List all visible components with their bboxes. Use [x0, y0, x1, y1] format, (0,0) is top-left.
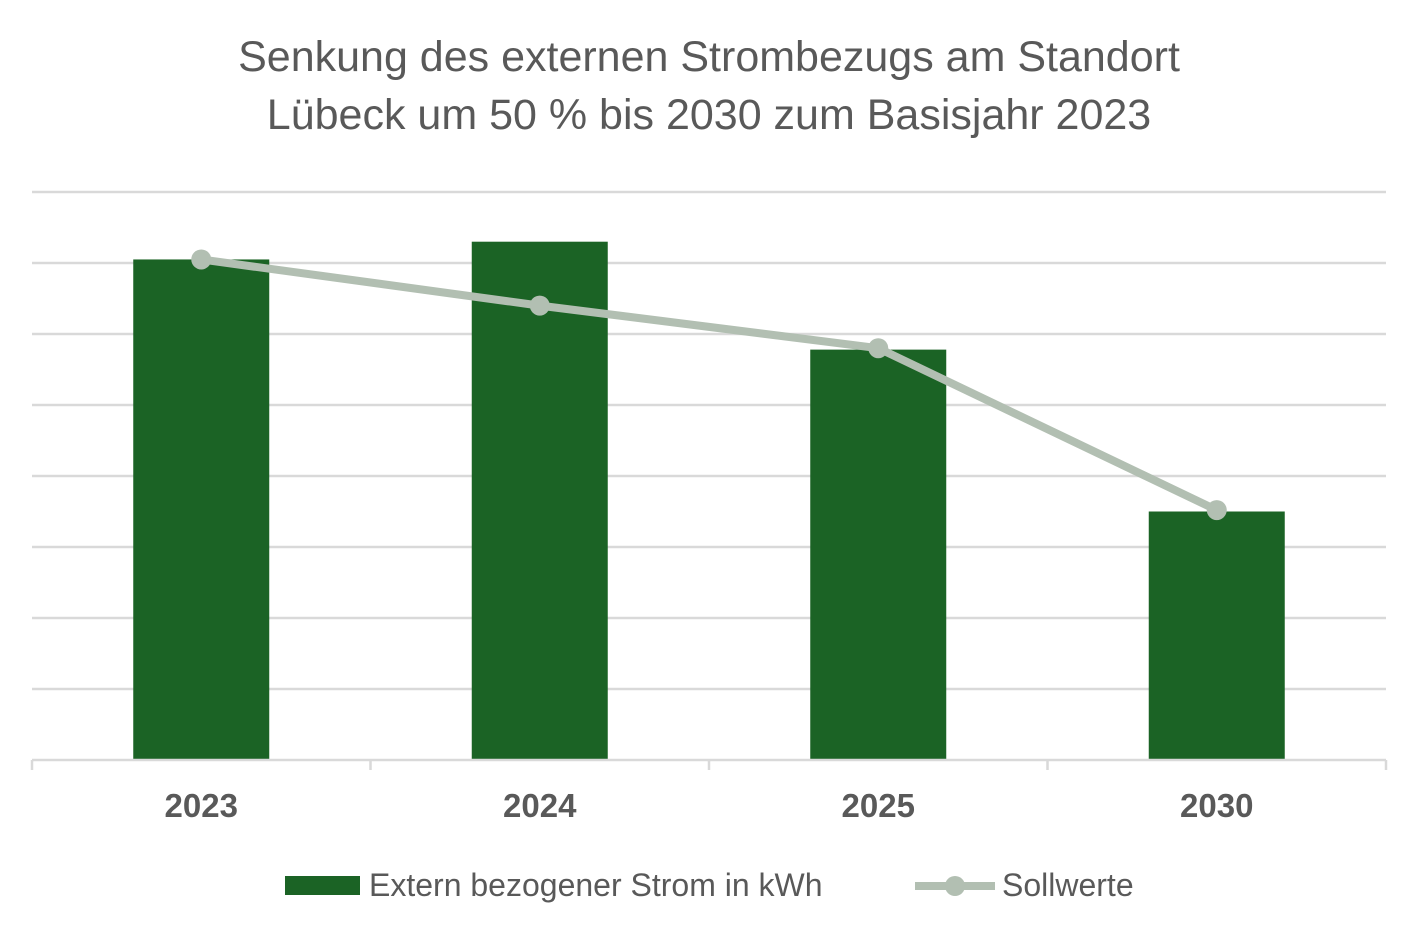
legend-label-bar: Extern bezogener Strom in kWh — [369, 867, 823, 903]
sollwerte-point-2025 — [868, 338, 889, 359]
sollwerte-point-2023 — [191, 249, 212, 270]
line-series — [191, 249, 1227, 521]
legend-swatch-marker — [945, 876, 965, 896]
sollwerte-line — [200, 255, 1219, 514]
bar-series — [133, 241, 1285, 760]
chart-title-line-2: Lübeck um 50 % bis 2030 zum Basisjahr 20… — [266, 91, 1152, 139]
x-tick-label-2023: 2023 — [165, 787, 238, 824]
legend-label-line: Sollwerte — [1002, 867, 1134, 903]
x-axis — [30, 758, 1388, 770]
x-tick-label-2030: 2030 — [1180, 787, 1253, 824]
bar-2023 — [133, 259, 270, 760]
chart-title-line-1: Senkung des externen Strombezugs am Stan… — [238, 33, 1180, 81]
legend: Extern bezogener Strom in kWh Sollwerte — [285, 867, 1134, 903]
x-tick-label-2024: 2024 — [503, 787, 577, 824]
x-tick-labels: 2023 2024 2025 2030 — [165, 787, 1254, 824]
chart-title: Senkung des externen Strombezugs am Stan… — [0, 28, 1418, 144]
bar-2030 — [1148, 511, 1285, 760]
legend-swatch-bar — [285, 876, 360, 895]
x-tick-label-2025: 2025 — [842, 787, 915, 824]
bar-2025 — [810, 349, 947, 760]
sollwerte-point-2030 — [1206, 500, 1227, 521]
bar-2024 — [471, 241, 608, 760]
sollwerte-point-2024 — [529, 295, 550, 316]
